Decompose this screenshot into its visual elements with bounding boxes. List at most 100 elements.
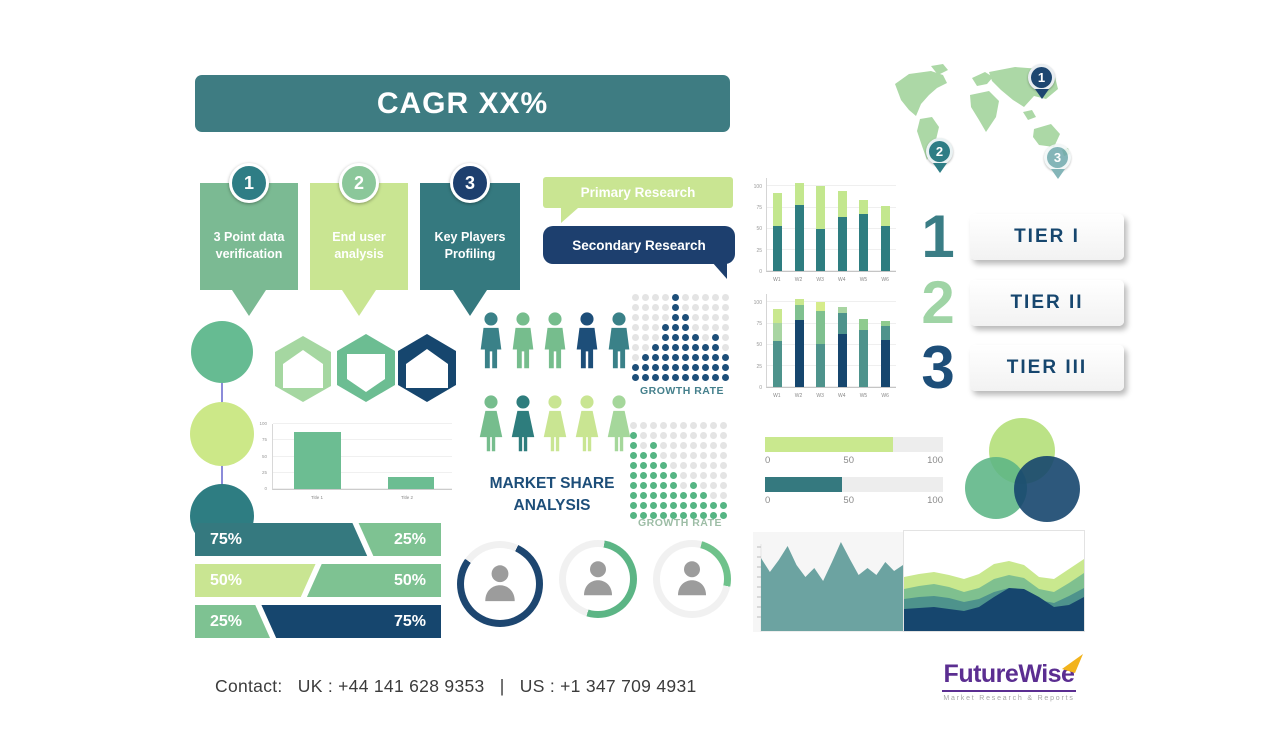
map-pin-number: 3 [1044, 144, 1071, 171]
primary-research-bubble: Primary Research [543, 177, 733, 223]
person-donut-1 [457, 541, 543, 627]
step-ribbon-3: 3 Key Players Profiling [420, 163, 520, 316]
scale-50: 50 [843, 495, 854, 506]
x-label: Title 1 [310, 495, 324, 500]
cagr-label: CAGR XX% [376, 86, 549, 120]
tier-number: 3 [921, 334, 955, 401]
stacked-bar-chart-1: 0 25 50 75 100 W1 W2 W3 W4 W5 W6 [750, 172, 900, 286]
step-number-badge: 2 [339, 163, 379, 203]
ribbon-tail [342, 290, 376, 316]
growth-rate-label-2: GROWTH RATE [637, 517, 723, 529]
venn-diagram [965, 418, 1080, 522]
tier-row-3: 3 TIER III [912, 334, 1124, 401]
y-axis: 0 25 50 75 100 [753, 183, 762, 275]
split-right: 50% [306, 564, 441, 597]
map-pin-2: 2 [926, 138, 953, 174]
female-person-icon [479, 395, 503, 452]
x-axis-labels: W1 W2 W3 W4 W5 W6 [773, 393, 889, 399]
scale-50: 50 [843, 455, 854, 466]
female-person-icon [607, 395, 631, 452]
pictogram-row-female [476, 393, 634, 455]
x-axis-labels: Title 1 Title 2 [272, 492, 452, 504]
x-axis-labels: W1 W2 W3 W4 W5 W6 [773, 277, 889, 283]
tier-number: 2 [921, 269, 955, 336]
tier-label: TIER III [970, 345, 1124, 391]
step-number-badge: 3 [450, 163, 490, 203]
map-pin-tip [932, 163, 947, 173]
map-pin-tip [1050, 169, 1065, 179]
contact-uk-phone: UK : +44 141 628 9353 [297, 676, 485, 696]
map-pin-number: 2 [926, 138, 953, 165]
male-person-icon [480, 312, 502, 369]
cagr-banner: CAGR XX% [195, 75, 730, 132]
split-left: 25% [195, 605, 271, 638]
market-share-heading: MARKET SHARE ANALYSIS [489, 475, 615, 515]
scale-0: 0 [765, 495, 771, 506]
logo-tagline: Market Research & Reports [943, 695, 1075, 702]
split-left: 75% [195, 523, 368, 556]
map-pin-3: 3 [1044, 144, 1071, 180]
map-pin-1: 1 [1028, 64, 1055, 100]
progress-track [765, 437, 943, 452]
scale-100: 100 [927, 455, 943, 466]
map-pin-tip [1034, 89, 1049, 99]
plot-area: 0 25 50 75 100 [259, 421, 452, 491]
person-donut-2 [559, 540, 637, 618]
map-pin-number: 1 [1028, 64, 1055, 91]
female-person-icon [511, 395, 535, 452]
tier-row-1: 1 TIER I [912, 207, 1124, 267]
split-bar-75-25: 75% 25% [195, 523, 441, 556]
hexagon-badge-2 [337, 334, 395, 402]
tier-row-2: 2 TIER II [912, 269, 1124, 336]
split-bar-50-50: 50% 50% [195, 564, 441, 597]
logo-wordmark: FutureWise [941, 654, 1084, 692]
contact-separator: | [499, 676, 505, 696]
hexagon-badge-3 [398, 334, 456, 402]
step-ribbon-1: 1 3 Point data verification [200, 163, 298, 316]
logo-arrow-icon [1062, 654, 1084, 673]
contact-line: Contact: UK : +44 141 628 9353 | US : +1… [215, 676, 707, 697]
progress-scale: 0 50 100 [765, 495, 943, 506]
futurewise-logo: FutureWise Market Research & Reports [928, 654, 1090, 702]
circle-chain [190, 321, 254, 548]
female-person-icon [575, 395, 599, 452]
ribbon-tail [232, 290, 266, 316]
split-bar-25-75: 25% 75% [195, 605, 441, 638]
secondary-research-bubble: Secondary Research [543, 226, 735, 280]
male-person-icon [608, 312, 630, 369]
y-axis: 0 25 50 75 100 [753, 299, 762, 391]
scale-0: 0 [765, 455, 771, 466]
progress-bar-1: 0 50 100 [765, 437, 943, 466]
person-icon [678, 561, 706, 596]
split-right: 25% [358, 523, 441, 556]
progress-fill [765, 477, 842, 492]
person-icon [584, 561, 612, 596]
split-right: 75% [261, 605, 441, 638]
growth-rate-dot-chart-navy [632, 294, 729, 381]
pictogram-row-male [476, 310, 634, 372]
world-map [895, 64, 1070, 160]
secondary-research-label: Secondary Research [572, 237, 706, 253]
primary-research-label: Primary Research [580, 185, 696, 200]
progress-fill [765, 437, 894, 452]
male-person-icon [512, 312, 534, 369]
scale-100: 100 [927, 495, 943, 506]
progress-bar-2: 0 50 100 [765, 477, 943, 506]
tier-label: TIER II [970, 280, 1124, 326]
progress-track [765, 477, 943, 492]
step-ribbon-2: 2 End user analysis [310, 163, 408, 316]
person-icon [485, 565, 515, 602]
wave-area-chart [903, 530, 1085, 632]
ribbon-tail [453, 290, 487, 316]
x-label: Title 2 [400, 495, 414, 500]
step-number-badge: 1 [229, 163, 269, 203]
mini-bar-chart: 0 25 50 75 100 Title 1 Title 2 [258, 420, 454, 504]
growth-rate-label-1: GROWTH RATE [639, 385, 725, 397]
step-label: End user analysis [310, 183, 408, 290]
split-left: 50% [195, 564, 316, 597]
plot-area [766, 294, 896, 388]
plot-area [766, 178, 896, 272]
person-donut-3 [653, 540, 731, 618]
female-person-icon [543, 395, 567, 452]
logo-text: FutureWise [943, 660, 1075, 688]
